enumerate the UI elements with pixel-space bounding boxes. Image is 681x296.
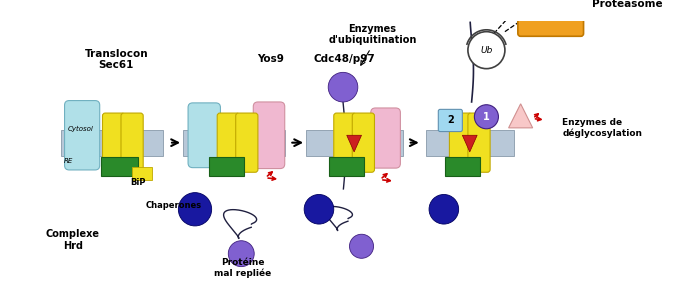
Bar <box>426 130 513 156</box>
Text: Cytosol: Cytosol <box>67 126 93 132</box>
Text: Protéine
mal repliée: Protéine mal repliée <box>215 258 272 278</box>
Polygon shape <box>462 135 477 152</box>
FancyBboxPatch shape <box>449 113 472 172</box>
Circle shape <box>349 234 374 258</box>
Text: Ub: Ub <box>480 46 492 55</box>
FancyBboxPatch shape <box>121 113 143 172</box>
Text: Complexe
Hrd: Complexe Hrd <box>46 229 100 251</box>
Text: Translocon
Sec61: Translocon Sec61 <box>84 49 148 70</box>
FancyBboxPatch shape <box>253 102 285 168</box>
Circle shape <box>328 72 358 102</box>
Polygon shape <box>347 135 362 152</box>
FancyBboxPatch shape <box>370 108 400 168</box>
Circle shape <box>228 241 254 267</box>
Text: Chaperones: Chaperones <box>146 201 202 210</box>
Text: Enzymes de
déglycosylation: Enzymes de déglycosylation <box>563 118 642 138</box>
Text: 1: 1 <box>483 112 490 122</box>
Bar <box>132 167 153 180</box>
Bar <box>445 157 480 176</box>
FancyBboxPatch shape <box>518 0 584 36</box>
Text: Cdc48/p97: Cdc48/p97 <box>314 54 376 65</box>
Text: Protéasome: Protéasome <box>592 0 663 9</box>
Circle shape <box>468 32 505 69</box>
FancyBboxPatch shape <box>103 113 125 172</box>
Text: Enzymes
d'ubiquitination: Enzymes d'ubiquitination <box>328 24 417 45</box>
FancyBboxPatch shape <box>352 113 375 172</box>
Text: RE: RE <box>63 158 73 164</box>
Circle shape <box>178 193 212 226</box>
Bar <box>101 157 138 176</box>
Text: BiP: BiP <box>130 178 146 187</box>
FancyBboxPatch shape <box>65 101 99 170</box>
FancyBboxPatch shape <box>217 113 240 172</box>
FancyBboxPatch shape <box>468 113 490 172</box>
FancyBboxPatch shape <box>188 103 221 168</box>
FancyBboxPatch shape <box>439 109 462 131</box>
Bar <box>329 157 364 176</box>
Bar <box>306 130 402 156</box>
Text: Yos9: Yos9 <box>257 54 284 65</box>
Text: 2: 2 <box>447 115 454 126</box>
Circle shape <box>429 194 459 224</box>
Text: 3: 3 <box>530 0 545 19</box>
Circle shape <box>304 194 334 224</box>
FancyBboxPatch shape <box>334 113 356 172</box>
FancyBboxPatch shape <box>236 113 258 172</box>
Bar <box>183 130 285 156</box>
Bar <box>209 157 244 176</box>
Circle shape <box>475 105 498 129</box>
Polygon shape <box>509 104 533 128</box>
Bar <box>61 130 163 156</box>
